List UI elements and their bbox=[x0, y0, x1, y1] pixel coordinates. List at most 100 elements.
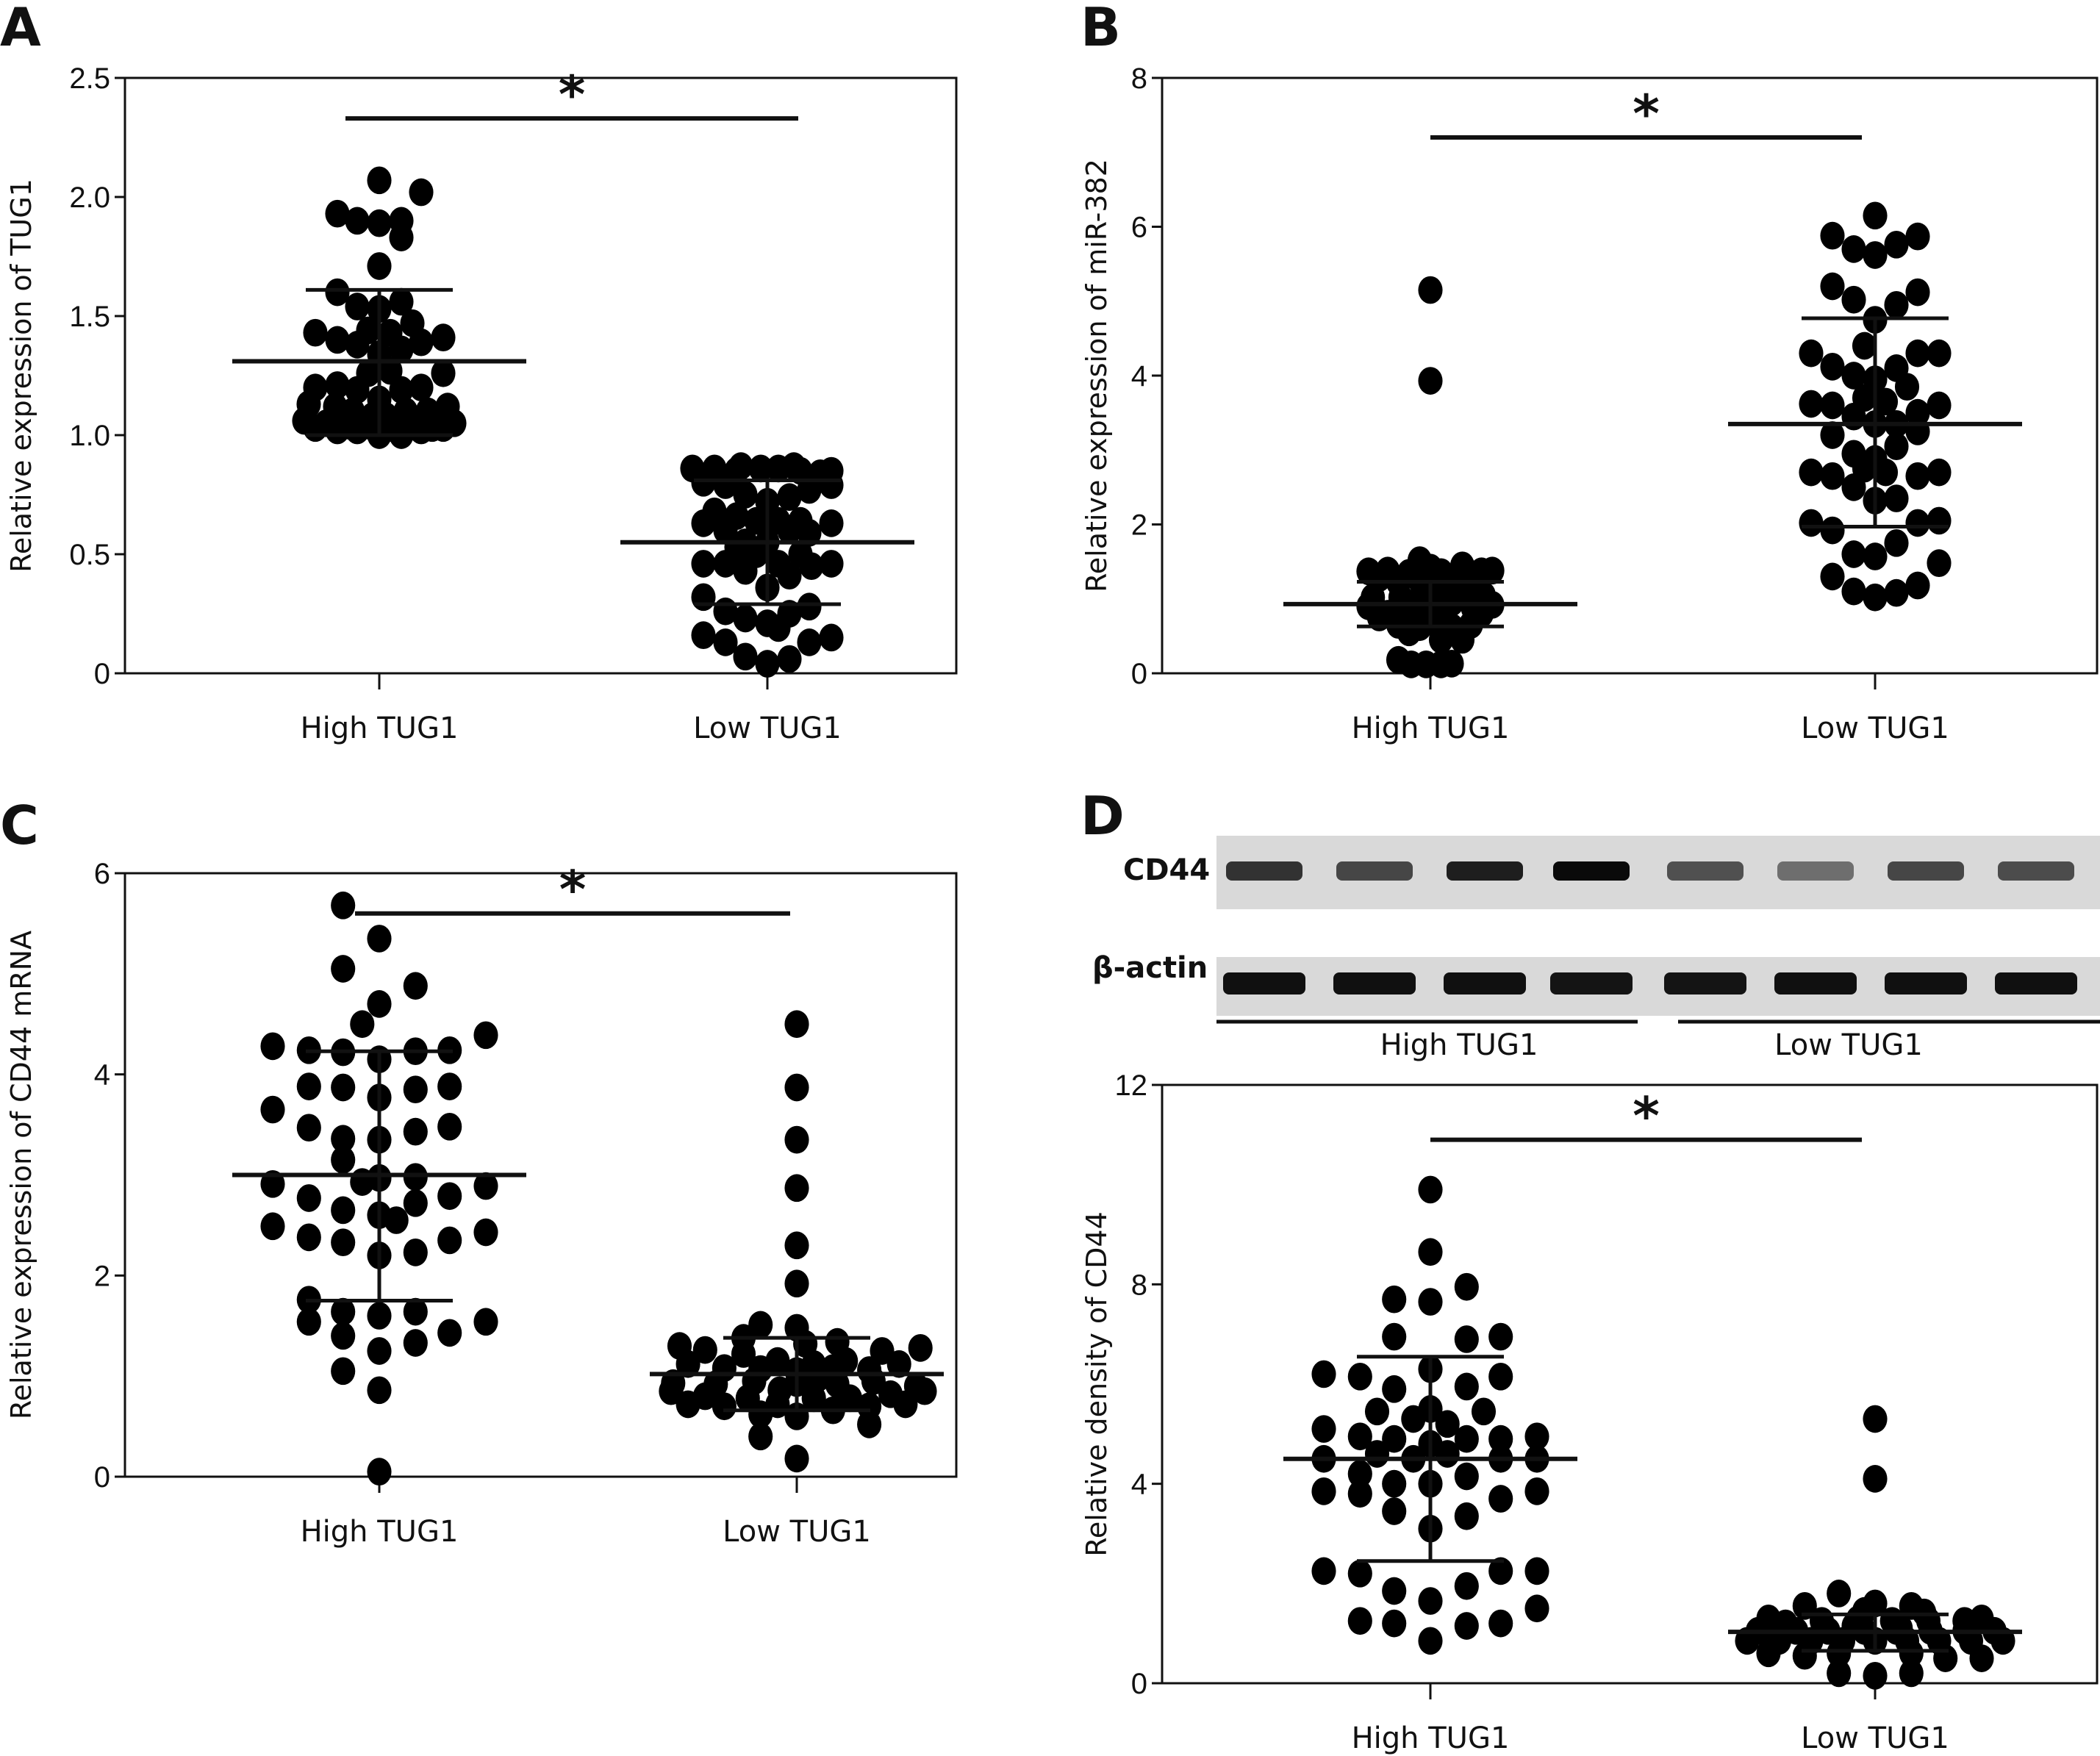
y-axis-title-d: Relative density of CD44 bbox=[1081, 1211, 1113, 1557]
data-point-b bbox=[1905, 462, 1930, 490]
data-point-b bbox=[1884, 432, 1909, 461]
x-category-label-b: High TUG1 bbox=[1352, 712, 1510, 745]
data-point-c bbox=[384, 1206, 409, 1234]
data-point-a bbox=[713, 471, 738, 499]
data-point-d bbox=[1863, 1465, 1888, 1493]
data-point-b bbox=[1841, 235, 1866, 263]
data-point-b bbox=[1863, 583, 1888, 612]
data-point-a bbox=[797, 628, 822, 656]
blot-row-label-cd44: CD44 bbox=[1123, 853, 1210, 887]
data-point-c bbox=[331, 1228, 356, 1257]
data-point-d bbox=[1435, 1440, 1460, 1468]
data-point-c bbox=[331, 1125, 356, 1153]
data-point-b bbox=[1841, 402, 1866, 431]
data-point-c bbox=[331, 1073, 356, 1102]
data-point-a bbox=[733, 604, 758, 633]
data-point-a bbox=[303, 318, 328, 347]
data-point-b bbox=[1841, 473, 1866, 501]
data-point-a bbox=[442, 409, 467, 437]
data-point-c bbox=[403, 1189, 428, 1217]
data-point-d bbox=[1488, 1485, 1513, 1513]
data-point-d bbox=[1899, 1659, 1924, 1688]
data-point-b bbox=[1820, 562, 1845, 591]
data-point-a bbox=[755, 650, 780, 678]
data-point-a bbox=[691, 621, 716, 650]
blot-band-cd44 bbox=[1447, 861, 1523, 881]
data-point-a bbox=[744, 506, 769, 535]
data-point-c bbox=[784, 1010, 809, 1039]
data-point-b bbox=[1894, 373, 1920, 401]
blot-band-cd44 bbox=[1888, 861, 1964, 881]
data-point-a bbox=[389, 287, 414, 316]
data-point-c bbox=[296, 1308, 321, 1336]
data-point-b bbox=[1469, 600, 1494, 628]
data-point-a bbox=[733, 481, 758, 509]
blot-band-actin bbox=[1444, 972, 1526, 995]
plot-frame-a bbox=[123, 76, 958, 675]
data-point-a bbox=[356, 316, 381, 345]
data-point-b bbox=[1820, 462, 1845, 490]
data-point-c bbox=[767, 1376, 792, 1405]
data-point-a bbox=[691, 468, 716, 497]
data-point-b bbox=[1884, 484, 1909, 512]
data-point-b bbox=[1480, 556, 1505, 585]
data-point-c bbox=[331, 891, 356, 920]
data-point-b bbox=[1820, 272, 1845, 301]
data-point-c bbox=[437, 1226, 462, 1255]
data-point-c bbox=[784, 1073, 809, 1102]
data-point-a bbox=[797, 518, 822, 547]
data-point-c bbox=[908, 1333, 933, 1362]
data-point-a bbox=[777, 483, 802, 512]
panel-a-chart: 0 0.5 1.0 1.5 2.0 2.5 High TUG1 Low TUG1 Relativ… bbox=[5, 62, 958, 745]
data-point-d bbox=[1454, 1572, 1479, 1600]
data-point-c bbox=[784, 1444, 809, 1473]
blot-band-actin bbox=[1333, 972, 1416, 995]
data-point-c bbox=[659, 1377, 684, 1405]
data-point-b bbox=[1927, 458, 1952, 487]
data-point-c bbox=[784, 1174, 809, 1203]
data-point-a bbox=[713, 550, 738, 578]
data-point-a bbox=[748, 454, 773, 483]
data-point-d bbox=[1792, 1641, 1817, 1670]
data-point-b bbox=[1820, 516, 1845, 545]
data-point-b bbox=[1439, 649, 1464, 678]
panel-d-chart: 0 4 8 12 High TUG1 Low TUG1 Relative density o… bbox=[1081, 1069, 2099, 1755]
significance-star-d: * bbox=[1633, 1086, 1660, 1147]
data-point-c bbox=[675, 1390, 700, 1419]
blot-band-actin bbox=[1664, 972, 1746, 995]
x-category-label-c: High TUG1 bbox=[301, 1515, 459, 1549]
data-point-d bbox=[1418, 1238, 1443, 1266]
data-point-c bbox=[296, 1114, 321, 1142]
data-point-d bbox=[1382, 1577, 1407, 1605]
data-point-a bbox=[728, 452, 753, 480]
data-point-c bbox=[437, 1112, 462, 1141]
y-tick-label-a: 1.0 bbox=[69, 420, 110, 452]
panel-letter-a: A bbox=[0, 0, 41, 58]
data-point-c bbox=[437, 1182, 462, 1211]
data-point-d bbox=[1418, 1587, 1443, 1615]
data-point-a bbox=[389, 376, 414, 404]
data-point-a bbox=[691, 509, 716, 537]
blot-row-label-actin: β-actin bbox=[1092, 951, 1208, 985]
y-tick-label-b: 0 bbox=[1131, 658, 1147, 690]
data-point-b bbox=[1799, 509, 1824, 537]
data-point-b bbox=[1841, 540, 1866, 568]
data-point-d bbox=[1347, 1460, 1372, 1488]
data-point-b bbox=[1884, 290, 1909, 319]
data-point-a bbox=[431, 359, 456, 387]
x-category-label-d: High TUG1 bbox=[1352, 1721, 1510, 1755]
data-point-b bbox=[1841, 362, 1866, 390]
data-point-b bbox=[1820, 221, 1845, 250]
data-point-d bbox=[1347, 1422, 1372, 1451]
data-point-c bbox=[260, 1032, 285, 1061]
x-category-label-c: Low TUG1 bbox=[723, 1515, 871, 1549]
data-point-d bbox=[1827, 1659, 1852, 1688]
data-point-c bbox=[331, 1297, 356, 1326]
blot-band-actin bbox=[1885, 972, 1967, 995]
data-point-c bbox=[912, 1377, 937, 1405]
data-point-c bbox=[367, 1337, 392, 1365]
significance-star-b: * bbox=[1633, 84, 1660, 144]
data-point-d bbox=[1488, 1322, 1513, 1351]
data-point-d bbox=[1364, 1440, 1390, 1468]
data-point-b bbox=[1927, 506, 1952, 535]
